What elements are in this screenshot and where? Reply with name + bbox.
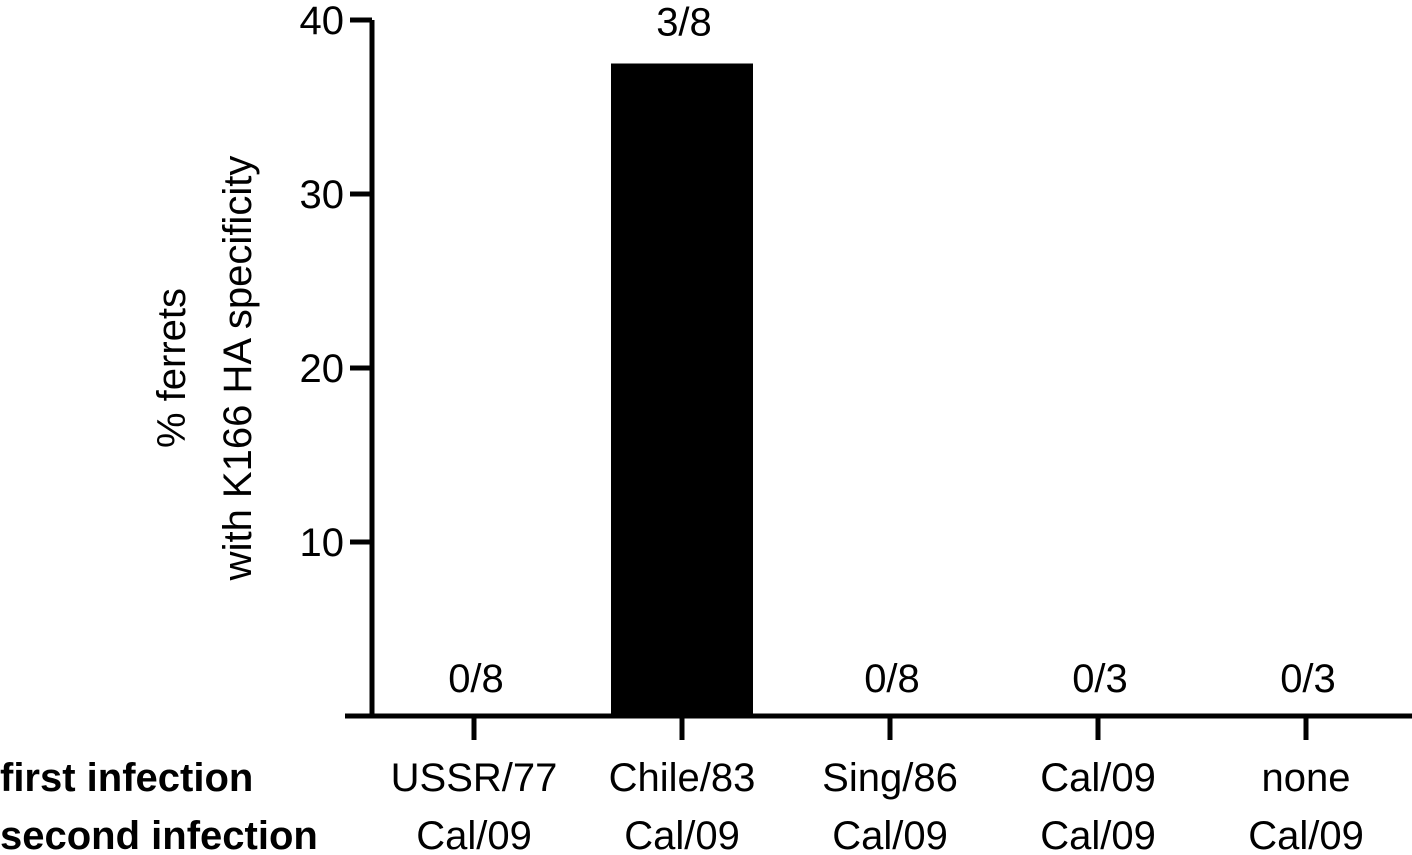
- bar: [611, 63, 753, 716]
- first-infection-row-label: first infection: [0, 756, 253, 800]
- first-infection-label: Chile/83: [609, 756, 756, 800]
- bar-data-label: 0/8: [864, 657, 920, 701]
- bar-data-label: 0/3: [1072, 657, 1128, 701]
- first-infection-label: Sing/86: [822, 756, 958, 800]
- bar-data-label: 0/8: [448, 657, 504, 701]
- y-tick-label: 30: [300, 173, 345, 217]
- bar-data-label: 0/3: [1280, 657, 1336, 701]
- second-infection-label: Cal/09: [624, 814, 740, 855]
- first-infection-label: Cal/09: [1040, 756, 1156, 800]
- second-infection-label: Cal/09: [832, 814, 948, 855]
- y-axis-title-line-1: % ferrets: [150, 288, 194, 448]
- y-axis-title-line-2: with K166 HA specificity: [216, 156, 260, 582]
- y-tick-label: 40: [300, 0, 345, 43]
- y-axis-title: % ferrets with K166 HA specificity: [150, 156, 260, 582]
- second-infection-label: Cal/09: [1248, 814, 1364, 855]
- second-infection-label: Cal/09: [1040, 814, 1156, 855]
- first-infection-label: USSR/77: [391, 756, 558, 800]
- bar-data-label: 3/8: [656, 1, 712, 45]
- second-infection-row-label: second infection: [0, 814, 318, 855]
- y-tick-label: 10: [300, 521, 345, 565]
- first-infection-label: none: [1262, 756, 1351, 800]
- second-infection-label: Cal/09: [416, 814, 532, 855]
- y-tick-label: 20: [300, 347, 345, 391]
